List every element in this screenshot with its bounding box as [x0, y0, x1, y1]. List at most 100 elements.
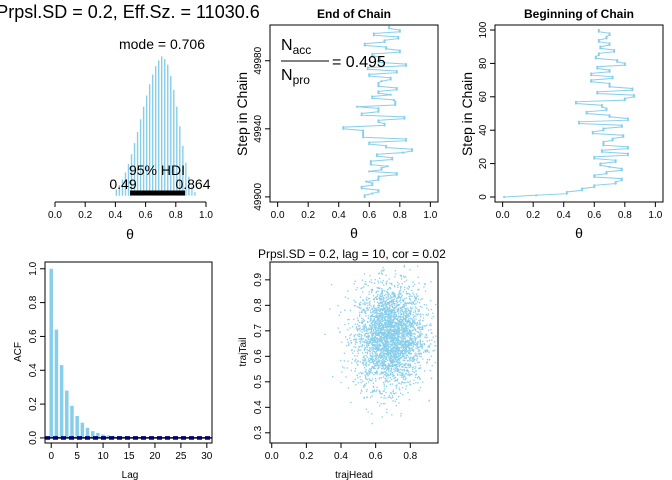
scatter-point [424, 350, 426, 352]
scatter-point [378, 359, 380, 361]
histogram-x-axis: 0.0 0.2 0.4 0.6 0.8 1.0 [48, 201, 213, 221]
chain-trace-point [380, 80, 383, 83]
scatter-point [371, 324, 374, 326]
scatter-point [355, 362, 358, 364]
scatter-point [389, 349, 391, 352]
scatter-point [386, 353, 389, 355]
scatter-point [385, 306, 387, 309]
chain-trace-point [622, 135, 625, 138]
scatter-point [365, 339, 367, 341]
scatter-point [403, 312, 405, 314]
scatter-point [384, 361, 386, 363]
scatter-point [366, 296, 368, 298]
scatter-point [353, 283, 355, 285]
y-tick-label: 0.4 [28, 363, 39, 377]
scatter-point [385, 397, 387, 399]
scatter-point [376, 295, 378, 297]
scatter-point [370, 331, 372, 333]
chain-trace-point [371, 95, 374, 98]
scatter-point [394, 293, 396, 295]
scatter-point [379, 340, 381, 343]
scatter-point [407, 315, 409, 318]
scatter-point [396, 327, 399, 330]
scatter-point [386, 408, 388, 411]
scatter-point [370, 330, 373, 332]
scatter-point [371, 335, 373, 337]
scatter-point [400, 383, 402, 385]
scatter-point [406, 302, 408, 304]
beginning-chain-x-label: θ [575, 225, 583, 241]
scatter-point [393, 357, 396, 359]
scatter-point [397, 286, 399, 288]
scatter-point [405, 366, 407, 369]
scatter-point [390, 351, 393, 353]
scatter-point [391, 348, 394, 350]
scatter-point [413, 322, 416, 325]
x-tick-label: 0.0 [265, 451, 279, 462]
scatter-point [324, 333, 326, 336]
scatter-point [371, 342, 373, 344]
scatter-point [392, 299, 395, 301]
x-tick-label: 0.8 [618, 210, 632, 221]
scatter-point [366, 388, 368, 391]
scatter-point [385, 313, 387, 315]
scatter-point [372, 334, 374, 336]
scatter-point [427, 314, 429, 317]
scatter-point [396, 356, 398, 358]
scatter-point [403, 357, 406, 359]
scatter-point [359, 340, 361, 343]
scatter-point [381, 273, 384, 275]
scatter-point [403, 324, 405, 327]
scatter-point [363, 308, 365, 310]
scatter-point [399, 336, 401, 339]
scatter-point [404, 363, 406, 365]
scatter-point [409, 342, 411, 344]
scatter-point [355, 358, 357, 361]
scatter-point [376, 360, 378, 362]
scatter-point [379, 364, 381, 366]
scatter-point [409, 323, 411, 325]
scatter-point [399, 318, 401, 321]
scatter-point [389, 301, 391, 304]
scatter-point [406, 324, 408, 326]
scatter-point [403, 369, 405, 371]
chain-trace-point [391, 158, 394, 161]
scatter-point [387, 311, 389, 313]
scatter-point [347, 318, 349, 321]
scatter-point [414, 311, 417, 313]
scatter-point [379, 377, 381, 379]
scatter-point [387, 331, 389, 333]
scatter-point [391, 342, 394, 345]
chain-trace-point [355, 105, 359, 108]
scatter-point [365, 283, 367, 285]
scatter-point [380, 292, 382, 294]
scatter-point [402, 366, 404, 368]
scatter-point [412, 302, 415, 304]
acceptance-numerator: Nacc [281, 37, 311, 57]
scatter-point [367, 349, 369, 352]
scatter-point [383, 297, 385, 299]
scatter-point [394, 292, 396, 294]
scatter-point [411, 323, 413, 325]
scatter-point [406, 341, 408, 344]
scatter-point [355, 327, 358, 329]
scatter-point [400, 274, 402, 277]
scatter-point [404, 378, 406, 381]
scatter-point [390, 345, 392, 347]
scatter-point [404, 359, 406, 361]
scatter-point [387, 341, 389, 343]
chain-trace-point [614, 159, 617, 162]
scatter-point [383, 390, 385, 392]
scatter-point [381, 292, 383, 295]
scatter-point [430, 308, 433, 311]
scatter-point [392, 291, 394, 293]
scatter-point [391, 330, 394, 332]
scatter-point [405, 325, 407, 327]
scatter-point [397, 359, 399, 361]
scatter-point [356, 374, 358, 376]
scatter-point [409, 357, 411, 359]
scatter-point [409, 302, 412, 304]
scatter-point [431, 339, 433, 341]
scatter-point [364, 324, 366, 326]
